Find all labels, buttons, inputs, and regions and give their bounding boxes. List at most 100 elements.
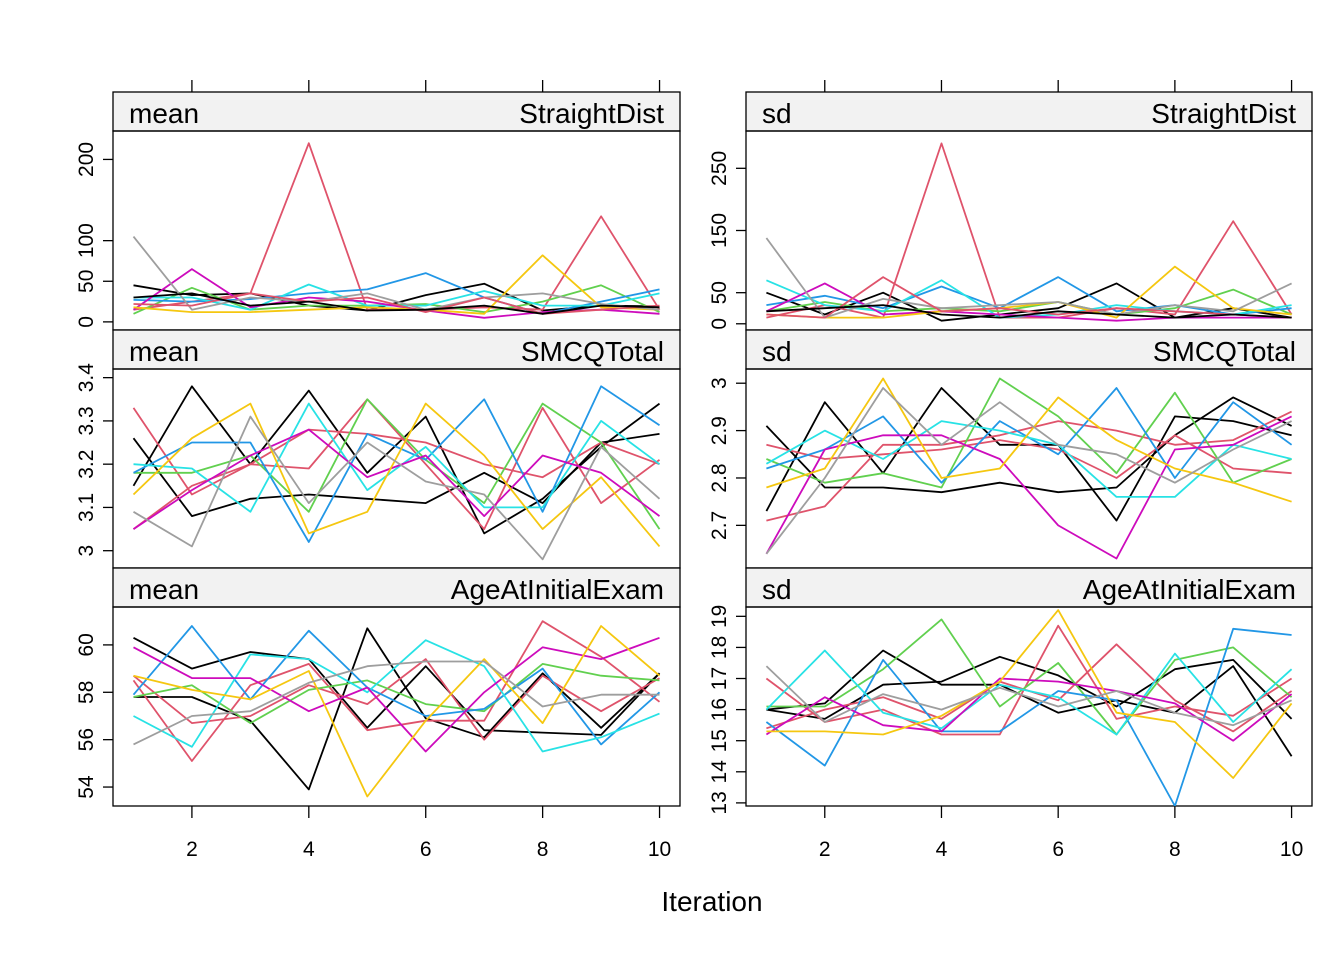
series-line-8 bbox=[765, 237, 1292, 319]
series-line-9 bbox=[766, 276, 1292, 319]
series-line-2 bbox=[132, 385, 661, 535]
strip-stat-label: sd bbox=[762, 336, 792, 367]
strip-background bbox=[112, 567, 681, 608]
series-line-10 bbox=[133, 660, 660, 746]
panel-mean-ageatinitialexam: mean AgeAtInitialExam 54 56 58 60 2 4 6 8 10 bbox=[75, 567, 681, 861]
series-line-9 bbox=[766, 609, 1293, 779]
series-line-8 bbox=[133, 428, 661, 530]
y-tick-label: 18 bbox=[708, 636, 731, 659]
series-line-10 bbox=[133, 415, 661, 561]
y-tick-label: 14 bbox=[708, 760, 731, 784]
series-line-1 bbox=[765, 387, 1292, 522]
series-line-6 bbox=[132, 625, 661, 746]
plot-frame bbox=[745, 606, 1313, 807]
strip-variable-label: StraightDist bbox=[519, 98, 664, 129]
strip-stat-label: mean bbox=[129, 574, 199, 605]
strip-stat-label: sd bbox=[762, 98, 792, 129]
series-line-5 bbox=[133, 398, 661, 530]
strip-stat-label: mean bbox=[129, 98, 199, 129]
y-tick-label: 15 bbox=[708, 729, 731, 752]
series-line-3 bbox=[132, 620, 661, 762]
strip-background bbox=[112, 329, 681, 370]
strip-variable-label: AgeAtInitialExam bbox=[1083, 574, 1296, 605]
series-line-2 bbox=[133, 142, 661, 311]
x-tick-label: 4 bbox=[303, 838, 315, 861]
y-tick-label: 2.7 bbox=[708, 511, 731, 540]
series-line-9 bbox=[133, 625, 661, 798]
panel-sd-smcqtotal: sd SMCQTotal 2.7 2.8 2.9 3 bbox=[708, 329, 1313, 569]
series-line-5 bbox=[766, 618, 1293, 736]
series-line-8 bbox=[133, 636, 660, 753]
panel-sd-ageatinitialexam: sd AgeAtInitialExam 13 14 15 16 17 18 19 2 4 6 8 10 bbox=[708, 567, 1313, 861]
series-line-10 bbox=[133, 292, 660, 315]
series-line-3 bbox=[766, 410, 1292, 522]
series-line-10 bbox=[765, 665, 1292, 727]
series-line-1 bbox=[766, 649, 1293, 757]
series-line-8 bbox=[132, 236, 660, 311]
series-line-7 bbox=[766, 265, 1292, 319]
x-tick-label: 8 bbox=[1169, 838, 1181, 861]
x-tick-label: 6 bbox=[1052, 838, 1064, 861]
series-line-9 bbox=[132, 402, 661, 547]
strip-background bbox=[112, 91, 681, 132]
y-tick-label: 13 bbox=[708, 791, 731, 814]
series-line-6 bbox=[766, 282, 1292, 322]
plot-frame bbox=[112, 606, 681, 807]
y-tick-label: 3 bbox=[708, 377, 731, 389]
x-axis-title: Iteration bbox=[661, 886, 762, 917]
y-tick-label: 17 bbox=[708, 667, 731, 690]
series-line-7 bbox=[765, 420, 1292, 498]
strip-background bbox=[745, 91, 1313, 132]
strip-variable-label: SMCQTotal bbox=[521, 336, 664, 367]
y-tick-label: 3.3 bbox=[75, 406, 98, 435]
series-line-9 bbox=[766, 377, 1292, 503]
x-tick-label: 4 bbox=[936, 838, 948, 861]
series-line-3 bbox=[132, 428, 660, 530]
y-tick-label: 16 bbox=[708, 698, 731, 721]
series-line-5 bbox=[766, 377, 1292, 489]
panel-sd-straightdist: sd StraightDist 0 50 150 250 bbox=[708, 80, 1313, 331]
series-line-1 bbox=[133, 637, 661, 736]
y-tick-label: 0 bbox=[708, 318, 731, 330]
x-tick-label: 10 bbox=[1280, 838, 1303, 861]
series-line-7 bbox=[765, 649, 1293, 736]
series-line-2 bbox=[766, 142, 1293, 319]
series-line-5 bbox=[133, 663, 660, 724]
y-tick-label: 3 bbox=[75, 545, 98, 557]
y-tick-label: 19 bbox=[708, 605, 731, 628]
y-tick-label: 50 bbox=[75, 270, 98, 293]
strip-stat-label: mean bbox=[129, 336, 199, 367]
series-line-7 bbox=[133, 254, 660, 315]
panel-mean-straightdist: mean StraightDist 0 50 100 200 bbox=[75, 80, 681, 331]
series-line-8 bbox=[765, 677, 1293, 742]
series-line-8 bbox=[765, 415, 1292, 560]
series-line-10 bbox=[766, 304, 1292, 319]
series-line-2 bbox=[766, 655, 1293, 720]
strip-variable-label: SMCQTotal bbox=[1153, 336, 1296, 367]
series-line-10 bbox=[765, 387, 1292, 555]
y-tick-label: 0 bbox=[75, 316, 98, 328]
series-line-6 bbox=[133, 385, 660, 543]
y-tick-label: 150 bbox=[708, 213, 731, 248]
series-line-6 bbox=[765, 627, 1292, 807]
y-tick-label: 50 bbox=[708, 281, 731, 304]
series-line-7 bbox=[133, 639, 660, 753]
y-tick-label: 58 bbox=[75, 681, 98, 704]
strip-variable-label: StraightDist bbox=[1151, 98, 1296, 129]
y-tick-label: 2.8 bbox=[708, 463, 731, 492]
x-tick-label: 10 bbox=[648, 838, 671, 861]
y-tick-label: 200 bbox=[75, 142, 98, 177]
series-line-4 bbox=[766, 276, 1292, 316]
series-line-4 bbox=[766, 434, 1292, 479]
y-tick-label: 100 bbox=[75, 223, 98, 258]
y-tick-label: 54 bbox=[75, 775, 98, 799]
series-line-4 bbox=[132, 658, 660, 741]
y-tick-label: 3.2 bbox=[75, 450, 98, 479]
x-tick-label: 8 bbox=[537, 838, 549, 861]
x-tick-label: 2 bbox=[186, 838, 198, 861]
y-tick-label: 3.4 bbox=[75, 363, 98, 393]
strip-stat-label: sd bbox=[762, 574, 792, 605]
y-tick-label: 56 bbox=[75, 728, 98, 751]
series-line-6 bbox=[766, 387, 1293, 484]
strip-variable-label: AgeAtInitialExam bbox=[451, 574, 664, 605]
